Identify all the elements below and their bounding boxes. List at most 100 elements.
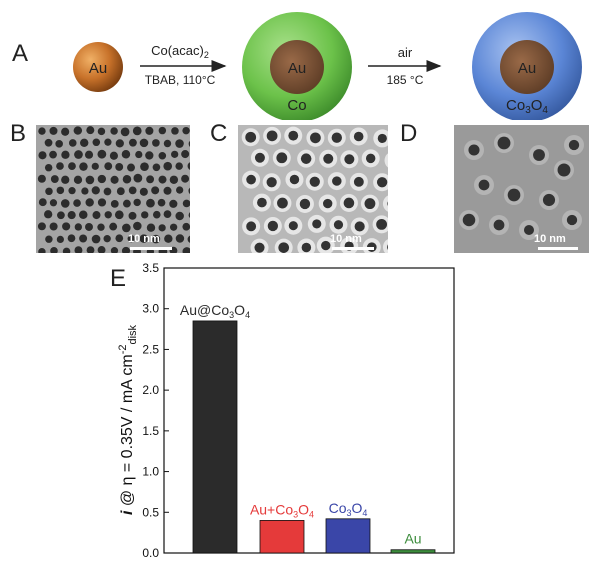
nanoparticle-dot (61, 127, 70, 136)
nanoparticle-dot (132, 126, 142, 136)
nanoparticle-dot (97, 149, 107, 159)
nanoparticle-dot (182, 222, 190, 231)
nanoparticle-dot (245, 131, 257, 143)
tem-image-b: 10 nm (36, 125, 190, 253)
nanoparticle-dot (182, 199, 190, 208)
nanoparticle-dot (344, 154, 355, 165)
nanoparticle-dot (133, 173, 143, 183)
nanoparticle-dot (127, 163, 135, 172)
nanoparticle-dot (187, 235, 190, 243)
nanoparticle-dot (109, 151, 118, 160)
nanoparticle-dot (122, 175, 132, 184)
nanoparticle-dot (299, 198, 311, 210)
nanoparticle-dot (104, 211, 112, 219)
nanoparticle-dot (542, 193, 556, 207)
nanoparticle-dot (387, 244, 388, 250)
scale-bar-label-b: 10 nm (128, 233, 160, 245)
nanoparticle-dot (74, 246, 83, 253)
nanoparticle-dot (163, 210, 172, 218)
nanoparticle-dot (62, 222, 71, 231)
bar (325, 518, 371, 554)
nanoparticle-dot (121, 246, 131, 253)
nanoparticle-dot (257, 197, 267, 208)
nanoparticle-dot (301, 242, 312, 253)
bar (192, 320, 238, 554)
bar (390, 549, 436, 554)
nanoparticle-dot (128, 211, 137, 220)
nanoparticle-dot (73, 175, 83, 184)
nanoparticle-dot (181, 150, 190, 159)
nanoparticle-dot (128, 138, 137, 147)
nanoparticle-dot (175, 234, 185, 243)
bar-label: Au@Co3O4 (180, 302, 250, 320)
nanoparticle-dot (387, 201, 388, 206)
nanoparticle-dot (85, 175, 95, 185)
nanoparticle-dot (78, 210, 88, 220)
nanoparticle-dot (60, 199, 70, 208)
nanoparticle-dot (61, 175, 70, 184)
nanoparticle-dot (103, 187, 112, 196)
nanoparticle-dot (86, 246, 95, 253)
y-tick-label: 1.5 (142, 424, 159, 438)
nanoparticle-dot (56, 186, 65, 195)
nanoparticle-dot (169, 223, 178, 231)
nanoparticle-dot (68, 187, 76, 195)
y-tick-label: 3.0 (142, 302, 159, 316)
nanoparticle-dot (321, 240, 331, 251)
co-shell-label: Co (287, 97, 306, 114)
nanoparticle-dot (246, 174, 256, 185)
bar-label: Au (404, 531, 421, 547)
nanoparticle-dot (79, 162, 88, 171)
nanoparticle-dot (507, 188, 521, 202)
nanoparticle-dot (158, 175, 167, 184)
nanoparticle-dot (145, 126, 154, 135)
nanoparticle-dot (49, 150, 57, 159)
nanoparticle-dot (188, 140, 190, 147)
nanoparticle-dot (353, 131, 364, 142)
nanoparticle-dot (163, 139, 172, 148)
nanoparticle-dot (68, 139, 77, 147)
bar (259, 520, 305, 554)
nanoparticle-dot (45, 187, 53, 196)
nanoparticle-dot (157, 198, 166, 207)
nanoparticle-dot (323, 198, 333, 209)
nanoparticle-dot (288, 221, 298, 231)
nanoparticle-dot (152, 163, 161, 172)
nanoparticle-dot (310, 132, 321, 144)
nanoparticle-dot (85, 198, 94, 207)
nanoparticle-dot (181, 174, 190, 183)
shell-halo (382, 239, 388, 253)
au-core-in-co (270, 40, 324, 94)
tem-image-d: 10 nm (454, 125, 589, 253)
synthesis-schematic: Au Co(acac)2 TBAB, 110°C Au Co air 185 °… (73, 12, 582, 120)
nanoparticle-dot (97, 127, 106, 136)
nanoparticle-dot (97, 198, 107, 207)
tem-micrograph-d (454, 125, 589, 253)
panel-label-e: E (110, 265, 127, 292)
au-core-label: Au (89, 60, 107, 77)
nanoparticle-dot (164, 234, 173, 243)
au-nanoparticle (73, 42, 123, 92)
nanoparticle-dot (133, 221, 142, 231)
nanoparticle-dot (103, 235, 111, 243)
nanoparticle-dot (377, 133, 387, 144)
nanoparticle-dot (110, 199, 119, 208)
nanoparticle-dot (146, 223, 156, 232)
nanoparticle-dot (568, 139, 580, 151)
step2-conditions: 185 °C (387, 73, 424, 87)
nanoparticle-dot (139, 234, 149, 243)
nanoparticle-dot (152, 210, 161, 219)
nanoparticle-dot (278, 242, 290, 253)
nanoparticle-dot (91, 234, 101, 244)
nanoparticle-dot (566, 214, 578, 226)
nanoparticle-dot (169, 175, 179, 184)
nanoparticle-dot (364, 198, 376, 210)
nanoparticle-dot (115, 139, 124, 148)
nanoparticle-dot (45, 235, 53, 243)
nanoparticle-dot (38, 127, 46, 135)
nanoparticle-dot (127, 234, 135, 243)
nanoparticle-dot (343, 197, 355, 209)
nanoparticle-dot (246, 221, 257, 232)
shell-halo (382, 195, 388, 212)
nanoparticle-dot (50, 175, 59, 183)
